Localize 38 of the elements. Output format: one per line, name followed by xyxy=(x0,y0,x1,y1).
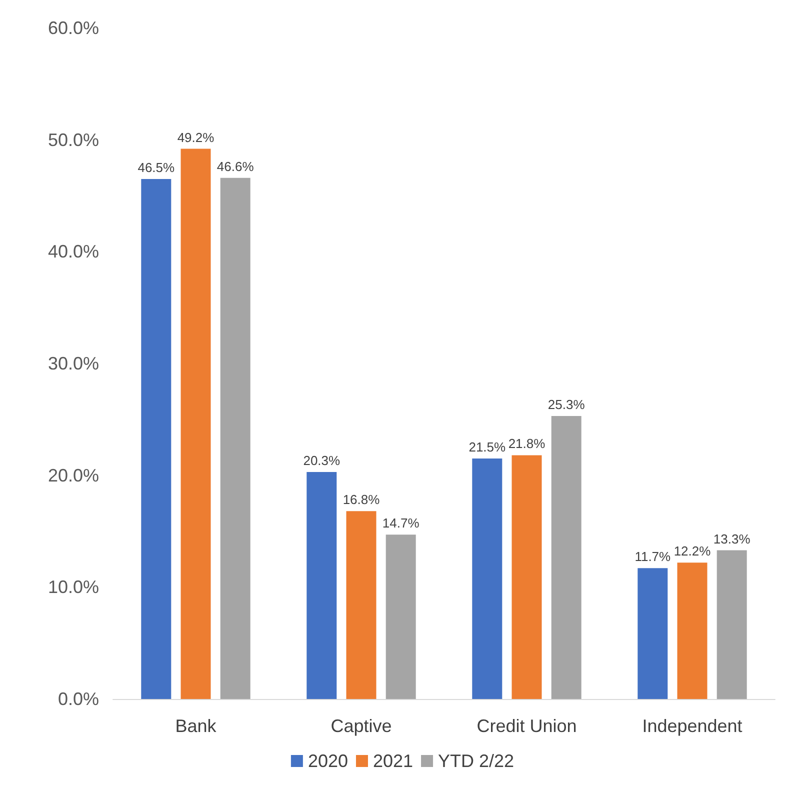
bar xyxy=(512,455,542,699)
data-label: 25.3% xyxy=(548,397,586,412)
legend-label: YTD 2/22 xyxy=(438,751,514,771)
data-label: 16.8% xyxy=(342,492,380,508)
y-tick-label: 20.0% xyxy=(48,465,99,486)
y-tick-label: 0.0% xyxy=(58,689,99,709)
bar xyxy=(306,472,337,699)
bar xyxy=(551,416,582,699)
y-tick-label: 50.0% xyxy=(48,130,99,150)
data-label: 46.6% xyxy=(216,158,254,174)
bar xyxy=(220,178,250,699)
bar xyxy=(638,568,668,699)
y-tick-label: 10.0% xyxy=(48,577,99,598)
y-tick-label: 30.0% xyxy=(48,354,99,374)
legend-label: 2021 xyxy=(372,751,414,771)
x-tick-label: Captive xyxy=(330,716,392,736)
x-tick-label: Bank xyxy=(175,716,218,736)
bar xyxy=(716,550,747,699)
bar xyxy=(346,511,376,699)
bar xyxy=(472,458,502,699)
data-label: 14.7% xyxy=(382,516,420,531)
y-tick-label: 40.0% xyxy=(48,242,99,262)
data-label: 21.5% xyxy=(468,440,506,455)
data-label: 21.8% xyxy=(508,436,546,452)
data-label: 46.5% xyxy=(138,160,176,175)
legend-label: 2020 xyxy=(308,751,348,771)
data-label: 11.7% xyxy=(634,549,672,564)
bar xyxy=(677,562,708,699)
data-label: 20.3% xyxy=(303,452,341,468)
data-label: 13.3% xyxy=(713,531,751,546)
x-tick-label: Independent xyxy=(642,716,742,736)
bar xyxy=(386,534,416,699)
data-label: 49.2% xyxy=(177,130,215,145)
x-tick-label: Credit Union xyxy=(476,716,577,736)
y-tick-label: 60.0% xyxy=(48,18,99,38)
bar xyxy=(180,148,211,699)
bar xyxy=(141,178,172,699)
data-label: 12.2% xyxy=(674,544,712,559)
